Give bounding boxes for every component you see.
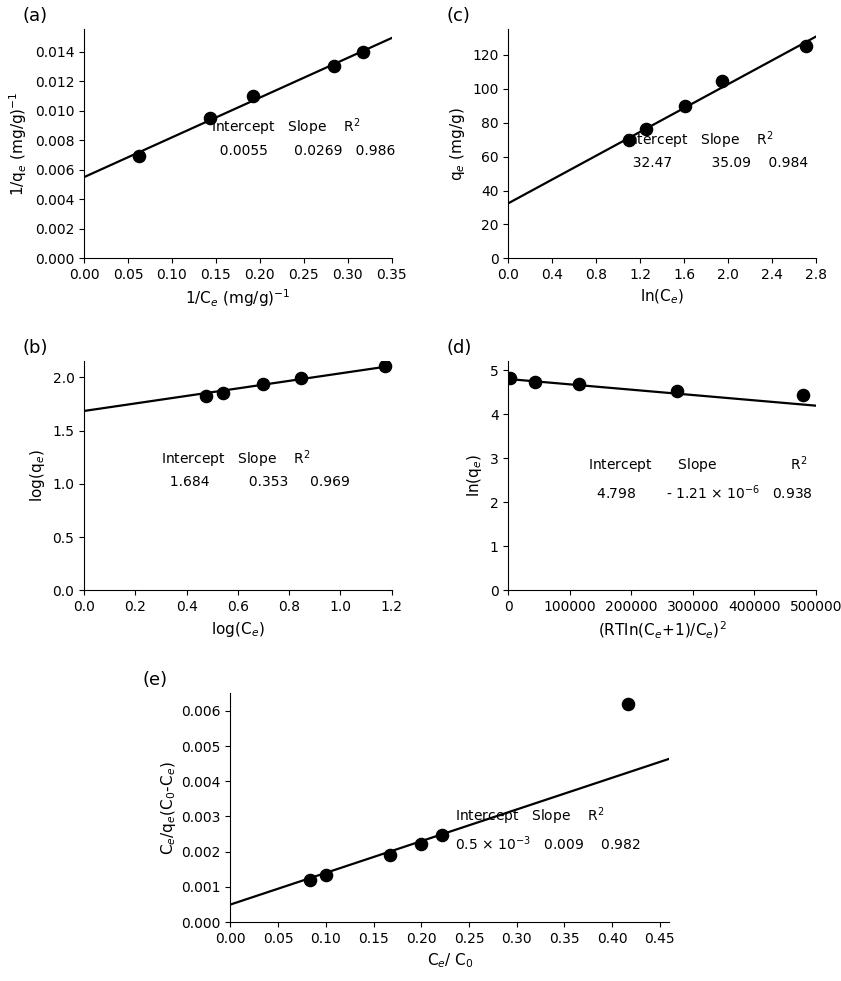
Y-axis label: C$_{e}$/q$_{e}$(C$_{0}$-C$_{e}$): C$_{e}$/q$_{e}$(C$_{0}$-C$_{e}$) — [160, 761, 178, 854]
Point — [671, 384, 685, 399]
Text: (a): (a) — [23, 7, 48, 25]
Point — [799, 37, 812, 53]
Point — [415, 836, 428, 852]
Text: Intercept   Slope    R$^{2}$
0.5 × 10$^{-3}$   0.009    0.982: Intercept Slope R$^{2}$ 0.5 × 10$^{-3}$ … — [455, 805, 641, 853]
Point — [356, 44, 369, 60]
X-axis label: log(C$_{e}$): log(C$_{e}$) — [211, 620, 265, 639]
Point — [622, 132, 636, 148]
Point — [303, 872, 316, 888]
Point — [132, 148, 145, 164]
X-axis label: 1/C$_{e}$ (mg/g)$^{-1}$: 1/C$_{e}$ (mg/g)$^{-1}$ — [185, 287, 291, 309]
Point — [621, 696, 635, 711]
Point — [199, 388, 213, 404]
Point — [378, 358, 392, 374]
Text: Intercept      Slope                 R$^{2}$
  4.798       - 1.21 × 10$^{-6}$   : Intercept Slope R$^{2}$ 4.798 - 1.21 × 1… — [588, 454, 813, 502]
Point — [796, 387, 810, 402]
Point — [716, 74, 729, 89]
Point — [436, 827, 449, 843]
Point — [573, 376, 586, 391]
Point — [504, 370, 517, 386]
Y-axis label: q$_{e}$ (mg/g): q$_{e}$ (mg/g) — [447, 107, 467, 181]
Y-axis label: 1/q$_{e}$ (mg/g)$^{-1}$: 1/q$_{e}$ (mg/g)$^{-1}$ — [8, 91, 29, 196]
Text: (e): (e) — [143, 671, 167, 689]
Point — [217, 385, 230, 400]
Text: (c): (c) — [447, 7, 471, 25]
X-axis label: ln(C$_{e}$): ln(C$_{e}$) — [640, 287, 685, 306]
Point — [528, 374, 542, 389]
X-axis label: (RTln(C$_{e}$+1)/C$_{e}$)$^{2}$: (RTln(C$_{e}$+1)/C$_{e}$)$^{2}$ — [598, 620, 727, 641]
Point — [257, 376, 270, 391]
Point — [203, 110, 216, 126]
Point — [294, 370, 307, 386]
Point — [383, 847, 397, 862]
Point — [246, 88, 260, 104]
Point — [328, 59, 341, 75]
Y-axis label: ln(q$_{e}$): ln(q$_{e}$) — [465, 454, 484, 497]
Point — [319, 867, 332, 883]
Text: (d): (d) — [447, 338, 473, 357]
Text: (b): (b) — [23, 338, 48, 357]
Text: Intercept   Slope    R$^{2}$
  0.0055      0.0269   0.986: Intercept Slope R$^{2}$ 0.0055 0.0269 0.… — [211, 117, 396, 158]
Text: Intercept   Slope    R$^{2}$
  32.47         35.09    0.984: Intercept Slope R$^{2}$ 32.47 35.09 0.98… — [624, 129, 807, 170]
X-axis label: C$_{e}$/ C$_{0}$: C$_{e}$/ C$_{0}$ — [426, 952, 473, 970]
Point — [639, 122, 653, 137]
Text: Intercept   Slope    R$^{2}$
  1.684         0.353     0.969: Intercept Slope R$^{2}$ 1.684 0.353 0.96… — [161, 448, 350, 490]
Y-axis label: log(q$_{e}$): log(q$_{e}$) — [28, 449, 47, 502]
Point — [679, 98, 692, 114]
